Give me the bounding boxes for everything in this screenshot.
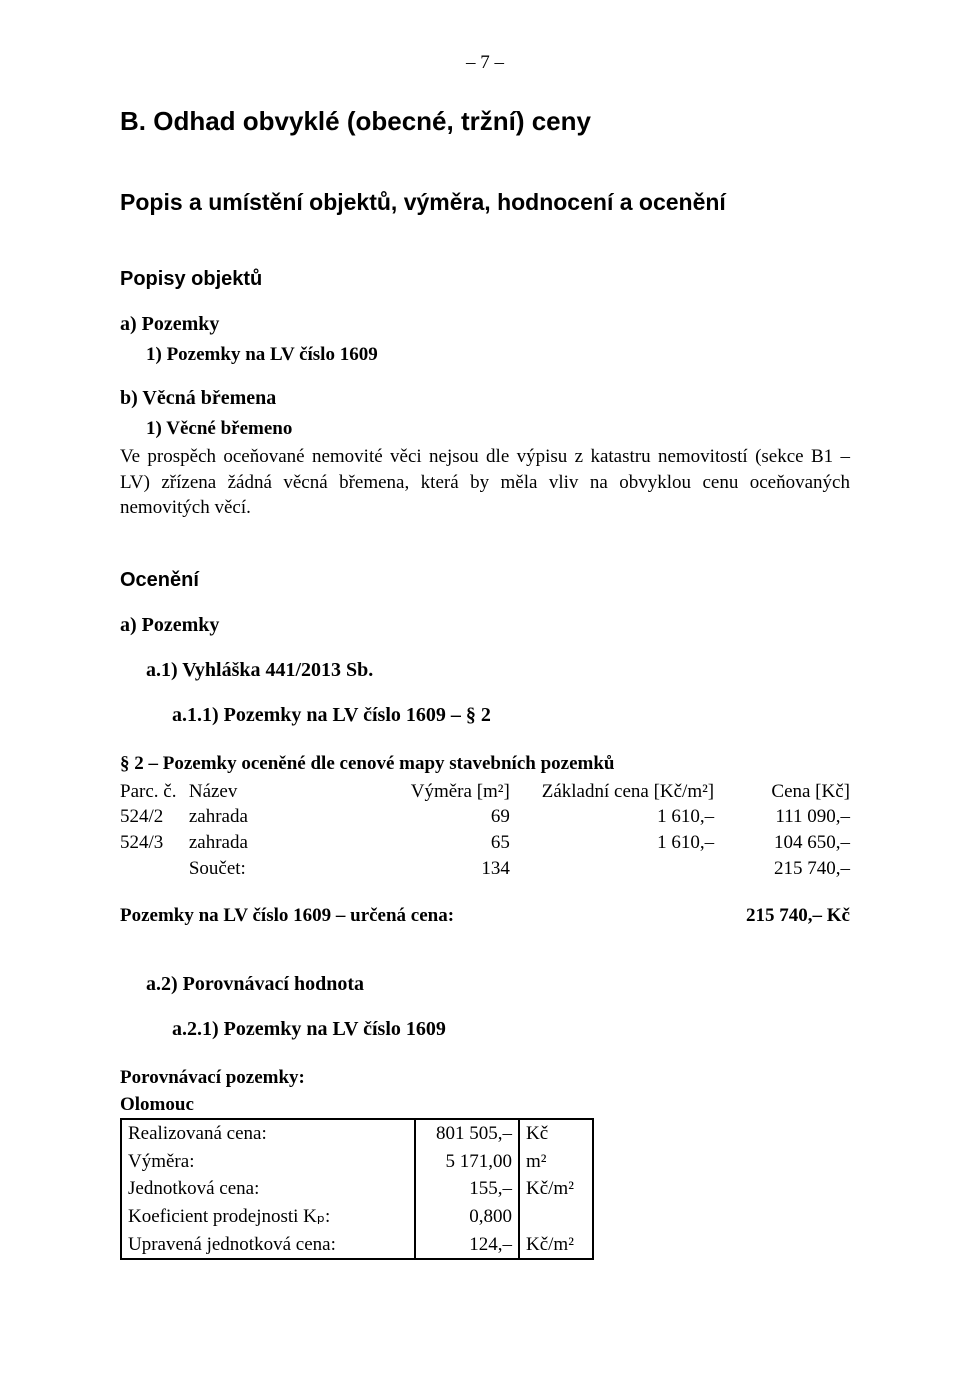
cell-total: 104 650,– — [714, 830, 850, 856]
th-area: Výměra [m²] — [345, 779, 510, 805]
cmp-label: Koeficient prodejnosti Kₚ: — [121, 1203, 415, 1231]
cell-base: 1 610,– — [510, 804, 714, 830]
table-row: 524/3 zahrada 65 1 610,– 104 650,– — [120, 830, 850, 856]
compare-row: Koeficient prodejnosti Kₚ: 0,800 — [121, 1203, 593, 1231]
cmp-unit: Kč/m² — [519, 1175, 593, 1203]
cmp-unit: m² — [519, 1148, 593, 1176]
cmp-val: 5 171,00 — [415, 1148, 519, 1176]
cell-name: zahrada — [189, 830, 345, 856]
table-row: 524/2 zahrada 69 1 610,– 111 090,– — [120, 804, 850, 830]
cmp-unit: Kč — [519, 1119, 593, 1148]
sum-total: 215 740,– — [714, 856, 850, 882]
a11-heading: a.1.1) Pozemky na LV číslo 1609 – § 2 — [172, 702, 850, 729]
cell-area: 69 — [345, 804, 510, 830]
cmp-label: Výměra: — [121, 1148, 415, 1176]
popisy-a: a) Pozemky — [120, 311, 850, 338]
compare-row: Realizovaná cena: 801 505,– Kč — [121, 1119, 593, 1148]
cmp-label: Upravená jednotková cena: — [121, 1231, 415, 1260]
th-base: Základní cena [Kč/m²] — [510, 779, 714, 805]
th-parc: Parc. č. — [120, 779, 189, 805]
popisy-a1: 1) Pozemky na LV číslo 1609 — [146, 342, 850, 368]
th-name: Název — [189, 779, 345, 805]
table-sum-row: Součet: 134 215 740,– — [120, 856, 850, 882]
compare-row: Výměra: 5 171,00 m² — [121, 1148, 593, 1176]
sum-label: Součet: — [189, 856, 345, 882]
popisy-b1: 1) Věcné břemeno — [146, 416, 850, 442]
cmp-val: 0,800 — [415, 1203, 519, 1231]
sum-area: 134 — [345, 856, 510, 882]
th-total: Cena [Kč] — [714, 779, 850, 805]
cell-base: 1 610,– — [510, 830, 714, 856]
sec2-label: § 2 – Pozemky oceněné dle cenové mapy st… — [120, 751, 850, 777]
pozemky-table: Parc. č. Název Výměra [m²] Základní cena… — [120, 779, 850, 882]
result-value: 215 740,– Kč — [746, 903, 850, 929]
a-pozemky: a) Pozemky — [120, 612, 850, 639]
compare-city: Olomouc — [120, 1092, 850, 1118]
cmp-label: Jednotková cena: — [121, 1175, 415, 1203]
cmp-unit — [519, 1203, 593, 1231]
a21-heading: a.2.1) Pozemky na LV číslo 1609 — [172, 1016, 850, 1043]
a2-heading: a.2) Porovnávací hodnota — [146, 971, 850, 998]
page-number: – 7 – — [120, 50, 850, 76]
cell-name: zahrada — [189, 804, 345, 830]
section-b-title: B. Odhad obvyklé (obecné, tržní) ceny — [120, 104, 850, 139]
subtitle: Popis a umístění objektů, výměra, hodnoc… — [120, 187, 850, 218]
cell-total: 111 090,– — [714, 804, 850, 830]
a1-vyhlaska: a.1) Vyhláška 441/2013 Sb. — [146, 657, 850, 684]
result-label: Pozemky na LV číslo 1609 – určená cena: — [120, 903, 454, 929]
compare-heading: Porovnávací pozemky: — [120, 1065, 850, 1091]
cmp-val: 155,– — [415, 1175, 519, 1203]
popisy-b: b) Věcná břemena — [120, 385, 850, 412]
compare-row: Upravená jednotková cena: 124,– Kč/m² — [121, 1231, 593, 1260]
compare-row: Jednotková cena: 155,– Kč/m² — [121, 1175, 593, 1203]
cmp-val: 801 505,– — [415, 1119, 519, 1148]
bremeno-text: Ve prospěch oceňované nemovité věci nejs… — [120, 444, 850, 521]
compare-table: Realizovaná cena: 801 505,– Kč Výměra: 5… — [120, 1118, 594, 1260]
cmp-unit: Kč/m² — [519, 1231, 593, 1260]
cell-parc: 524/3 — [120, 830, 189, 856]
cell-parc: 524/2 — [120, 804, 189, 830]
cmp-val: 124,– — [415, 1231, 519, 1260]
cmp-label: Realizovaná cena: — [121, 1119, 415, 1148]
table-header-row: Parc. č. Název Výměra [m²] Základní cena… — [120, 779, 850, 805]
cell-area: 65 — [345, 830, 510, 856]
popisy-heading: Popisy objektů — [120, 266, 850, 293]
oceneni-heading: Ocenění — [120, 567, 850, 594]
